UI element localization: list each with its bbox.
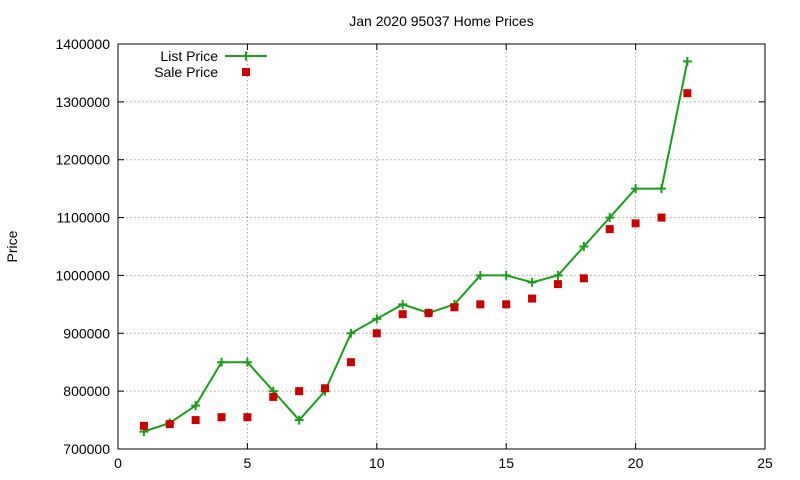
sale-price-point: [321, 384, 330, 393]
x-tick-label: 15: [498, 455, 514, 471]
list-price-point: [217, 357, 227, 367]
list-price-point: [242, 357, 252, 367]
sale-price-point: [605, 225, 614, 234]
list-price-point: [501, 270, 511, 280]
y-tick-label: 1300000: [55, 94, 110, 110]
legend-swatch-list-price: [225, 51, 267, 61]
sale-price-point: [579, 274, 588, 283]
sale-price-point: [269, 392, 278, 401]
sale-price-point: [398, 310, 407, 319]
series: [139, 56, 692, 437]
y-tick-label: 1100000: [57, 210, 111, 226]
y-tick-label: 1200000: [55, 152, 110, 168]
legend-label-list-price: List Price: [160, 48, 218, 64]
grid: [118, 44, 765, 449]
sale-price-point: [165, 420, 174, 429]
sale-price-point: [191, 416, 200, 425]
sale-price-point: [657, 213, 666, 222]
list-price-point: [527, 277, 537, 287]
legend-swatch-sale-price: [242, 68, 250, 76]
y-axis-title: Price: [4, 230, 20, 262]
sale-price-point: [631, 219, 640, 228]
sale-price-point: [217, 413, 226, 422]
legend: List Price Sale Price: [154, 48, 267, 80]
y-tick-label: 1000000: [55, 267, 110, 283]
y-tick-label: 700000: [63, 441, 110, 457]
legend-label-sale-price: Sale Price: [154, 64, 218, 80]
list-price-point: [631, 184, 641, 194]
sale-price-point: [502, 300, 511, 309]
sale-price-point: [450, 303, 459, 312]
y-tick-label: 800000: [63, 383, 110, 399]
axis-ticks: 0 5 10 15 20 25 700000 800000 900000 1000000 11000…: [55, 36, 773, 471]
list-price-point: [579, 242, 589, 251]
list-price-point: [294, 415, 304, 425]
list-price-point: [398, 299, 408, 309]
sale-price-point: [528, 294, 537, 303]
sale-price-point: [295, 387, 304, 396]
sale-price-point: [243, 413, 252, 422]
sale-price-point: [139, 421, 148, 430]
list-price-point: [656, 184, 666, 194]
sale-price-point: [476, 300, 485, 309]
sale-price-point: [372, 329, 381, 338]
list-price-point: [372, 314, 382, 324]
list-price-point: [346, 328, 356, 338]
y-tick-label: 900000: [63, 325, 110, 341]
y-tick-label: 1400000: [55, 36, 110, 52]
list-price-point: [605, 213, 615, 223]
series-line-list-price: [143, 61, 689, 433]
list-price-point: [475, 270, 485, 280]
sale-price-point: [683, 89, 692, 98]
list-price-point: [682, 56, 692, 66]
sale-price-point: [424, 309, 433, 318]
x-tick-label: 20: [628, 455, 644, 471]
chart-title: Jan 2020 95037 Home Prices: [349, 13, 533, 29]
x-tick-label: 10: [369, 455, 385, 471]
list-price-point: [191, 401, 201, 411]
plot-frame: [117, 43, 766, 450]
x-tick-label: 0: [114, 455, 122, 471]
x-tick-label: 25: [757, 455, 773, 471]
sale-price-point: [346, 358, 355, 367]
sale-price-point: [553, 280, 562, 289]
x-tick-label: 5: [244, 455, 252, 471]
list-price-point: [553, 270, 563, 280]
